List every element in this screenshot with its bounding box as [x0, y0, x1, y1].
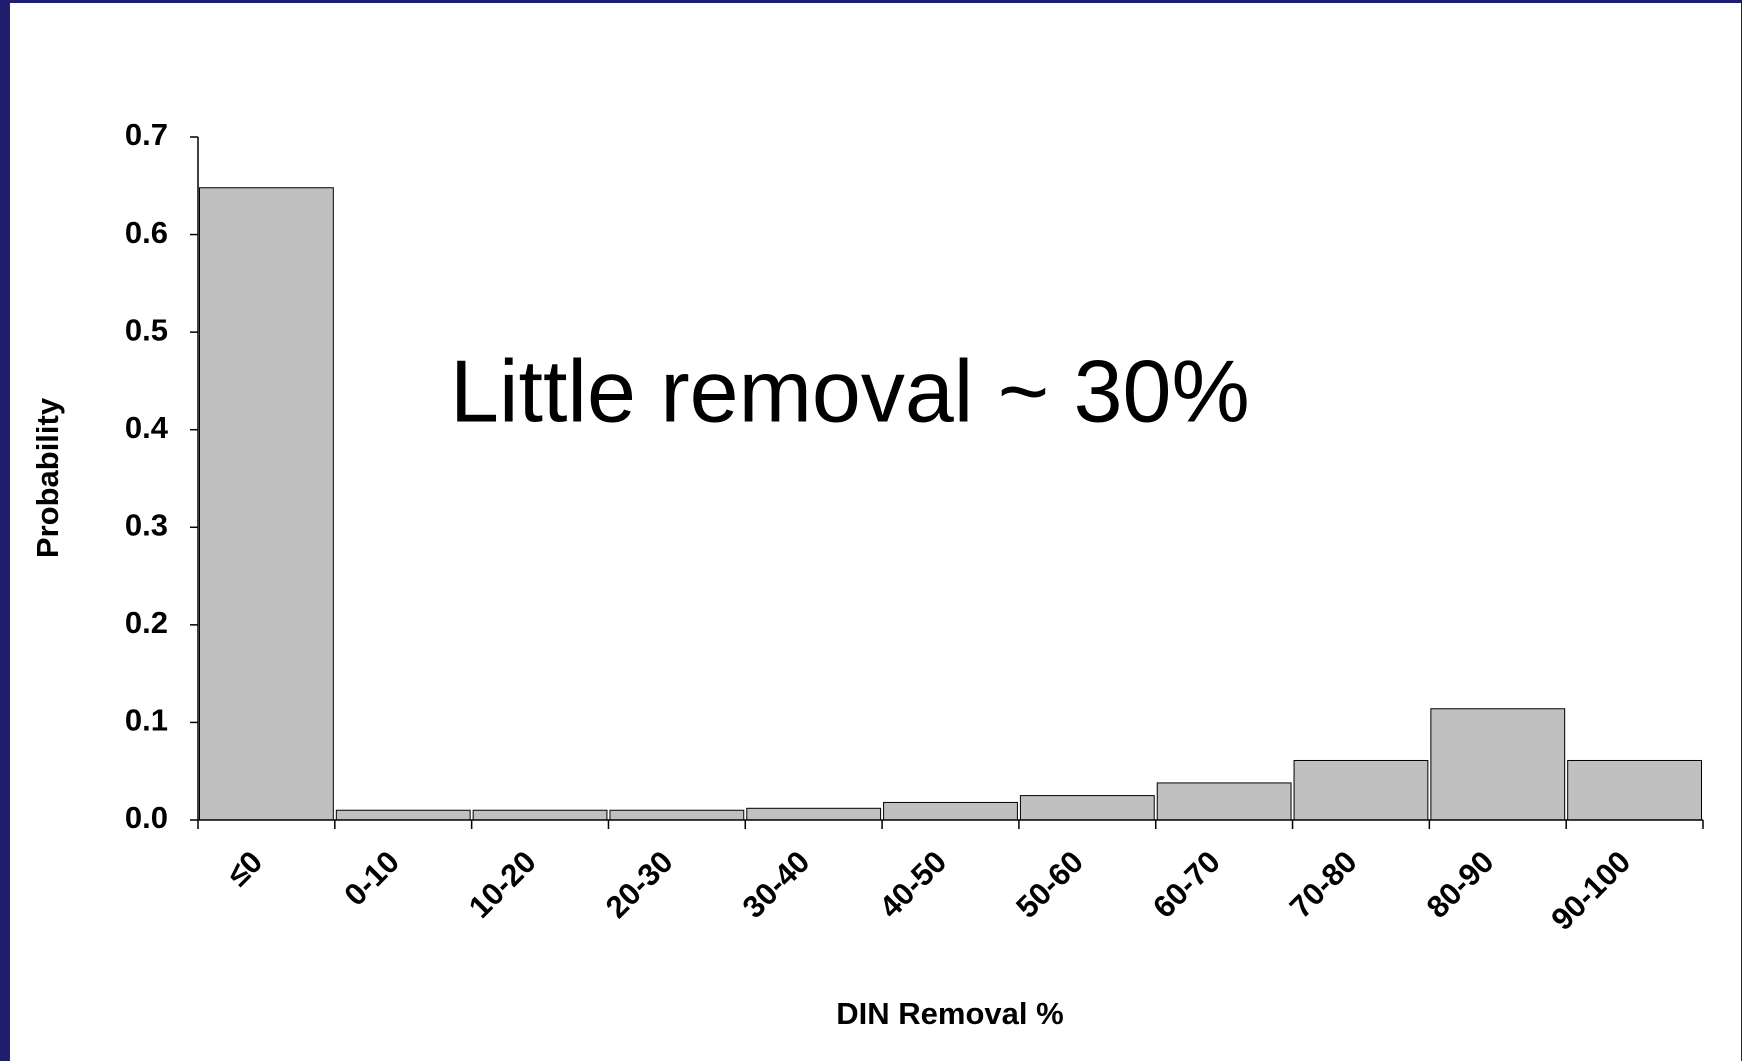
bar	[1567, 759, 1702, 821]
bar	[199, 187, 334, 821]
bar	[472, 809, 608, 821]
bar	[746, 807, 882, 821]
y-tick-label: 0.2	[125, 605, 168, 640]
bar	[335, 809, 471, 821]
bar	[1156, 782, 1292, 821]
y-tick-label: 0.4	[125, 410, 169, 445]
y-tick-label: 0.6	[125, 215, 168, 250]
y-tick-label: 0.1	[125, 703, 168, 738]
bar	[883, 801, 1018, 821]
bar	[1293, 759, 1429, 821]
bar	[609, 809, 745, 821]
y-tick-label: 0.7	[125, 117, 168, 152]
annotation: Little removal ~ 30%	[450, 341, 1250, 440]
x-axis-label: DIN Removal %	[836, 996, 1063, 1031]
y-axis-label: Probability	[30, 397, 65, 558]
bar	[1430, 708, 1566, 821]
y-tick-label: 0.3	[125, 507, 168, 542]
bar	[1019, 795, 1155, 821]
y-tick-label: 0.5	[125, 312, 168, 347]
y-tick-label: 0.0	[125, 800, 168, 835]
